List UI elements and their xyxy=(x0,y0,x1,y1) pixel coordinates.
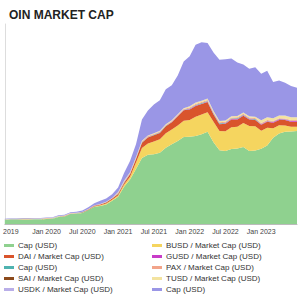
html-text:SAI / Market Cap (USD): SAI / Market Cap (USD) xyxy=(18,274,104,283)
html-text:Cap (USD): Cap (USD) xyxy=(18,263,58,272)
html-text:Cap (USD): Cap (USD) xyxy=(18,241,58,250)
svg-text:Jul 2020: Jul 2020 xyxy=(69,228,96,235)
svg-text:Jan 2022: Jan 2022 xyxy=(175,228,204,235)
svg-text:Jan 2023: Jan 2023 xyxy=(247,228,276,235)
html-text:USDK / Market Cap (USD): USDK / Market Cap (USD) xyxy=(18,285,113,294)
svg-text:Jan 2020: Jan 2020 xyxy=(32,228,61,235)
svg-text:2019: 2019 xyxy=(3,228,19,235)
svg-text:Jul 2022: Jul 2022 xyxy=(212,228,239,235)
svg-text:Jul 2021: Jul 2021 xyxy=(141,228,168,235)
html-text:PAX / Market Cap (USD): PAX / Market Cap (USD) xyxy=(166,263,254,272)
html-text:GUSD / Market Cap (USD): GUSD / Market Cap (USD) xyxy=(166,252,262,261)
html-text:Cap (USD): Cap (USD) xyxy=(166,285,206,294)
html-text:DAI / Market Cap (USD): DAI / Market Cap (USD) xyxy=(18,252,104,261)
html-text:TUSD / Market Cap (USD): TUSD / Market Cap (USD) xyxy=(166,274,261,283)
html-text:BUSD / Market Cap (USD): BUSD / Market Cap (USD) xyxy=(166,241,261,250)
svg-text:OIN MARKET CAP: OIN MARKET CAP xyxy=(9,8,114,22)
svg-text:Jan 2021: Jan 2021 xyxy=(104,228,133,235)
